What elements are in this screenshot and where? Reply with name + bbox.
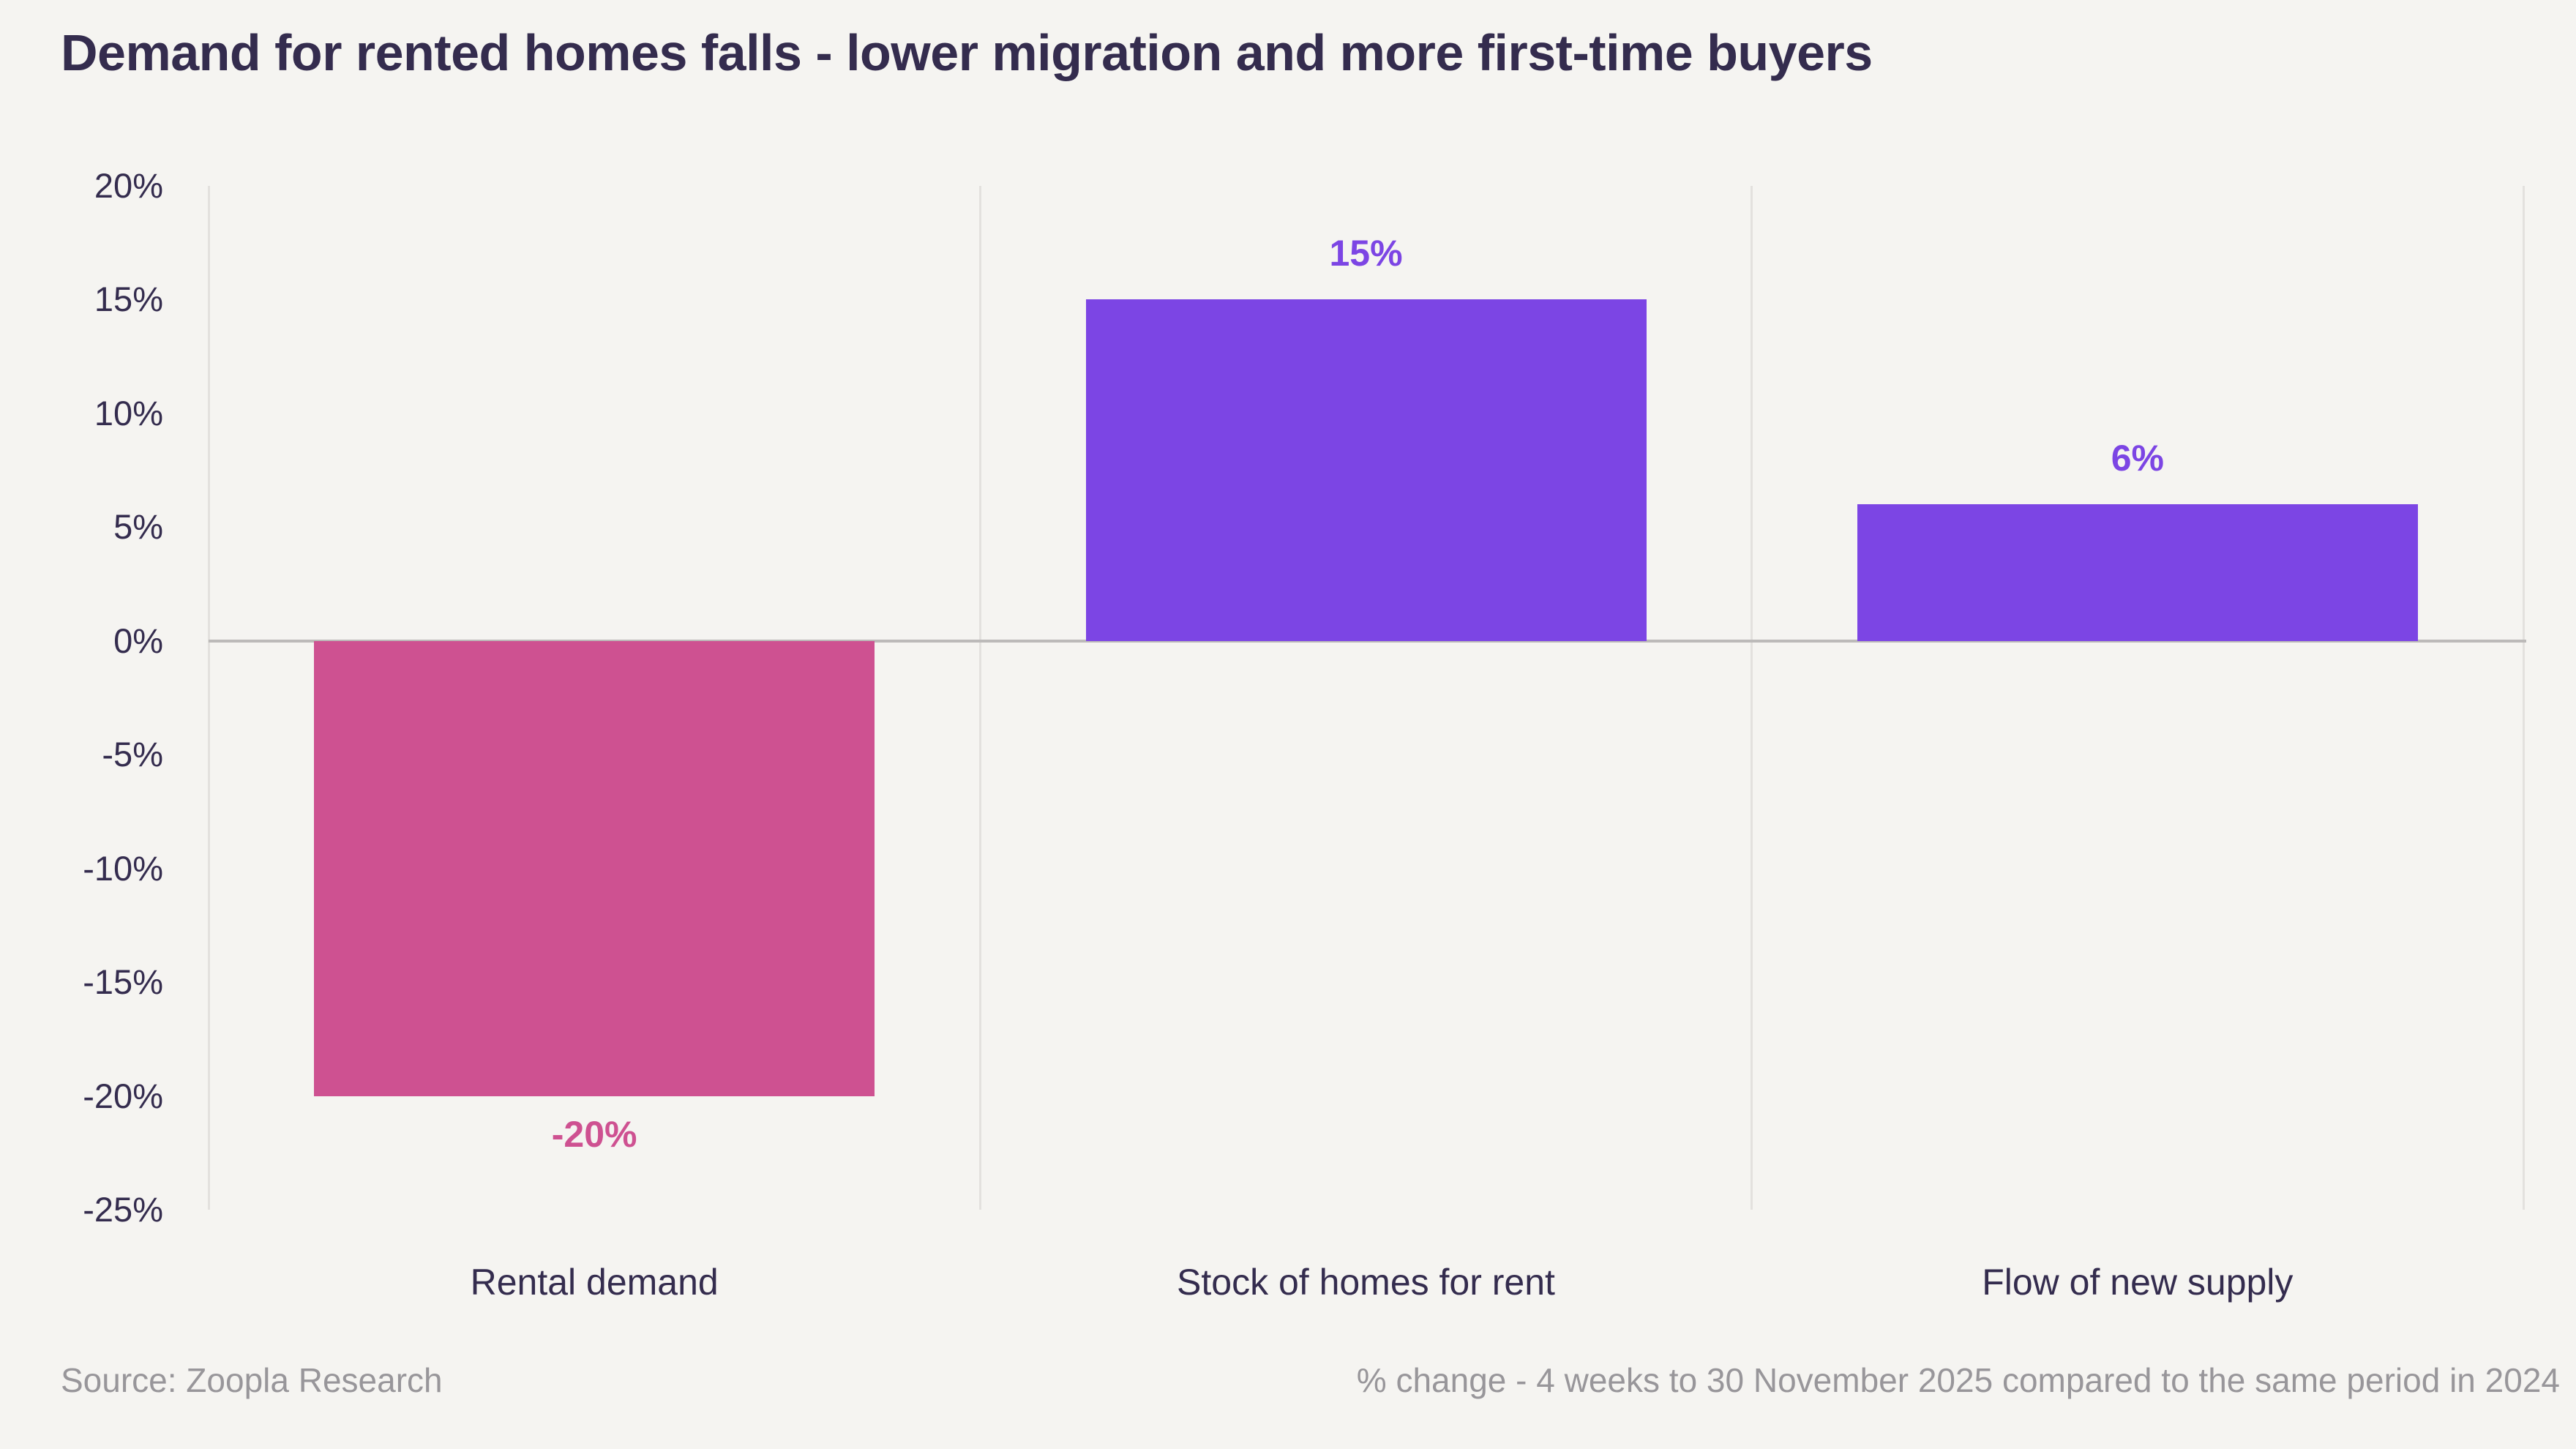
y-tick-label: -20% — [83, 1076, 163, 1115]
period-note: % change - 4 weeks to 30 November 2025 c… — [1356, 1361, 2560, 1399]
category-label-rental-demand: Rental demand — [470, 1262, 719, 1303]
chart-title: Demand for rented homes falls - lower mi… — [61, 24, 1873, 81]
bar-value-label: 15% — [1329, 233, 1403, 274]
y-tick-label: 20% — [94, 166, 163, 205]
y-tick-label: -25% — [83, 1190, 163, 1229]
y-tick-label: -5% — [102, 735, 163, 774]
category-label-stock-of-homes-for-rent: Stock of homes for rent — [1177, 1262, 1555, 1303]
category-label-flow-of-new-supply: Flow of new supply — [1982, 1262, 2294, 1303]
vertical-gridline — [978, 186, 981, 1210]
bar-value-label: 6% — [2111, 438, 2164, 479]
source-note: Source: Zoopla Research — [61, 1361, 443, 1399]
bar-rental-demand — [314, 640, 875, 1096]
y-tick-label: 15% — [94, 280, 163, 319]
bar-stock-of-homes-for-rent — [1085, 299, 1647, 641]
vertical-gridline — [2522, 186, 2525, 1210]
bar-flow-of-new-supply — [1857, 504, 2418, 641]
y-tick-label: -10% — [83, 848, 163, 888]
zero-axis-line — [209, 639, 2526, 643]
y-tick-label: 0% — [113, 621, 163, 660]
vertical-gridline — [207, 186, 210, 1210]
y-tick-label: -15% — [83, 962, 163, 1002]
y-tick-label: 10% — [94, 393, 163, 433]
bar-value-label: -20% — [551, 1113, 637, 1155]
vertical-gridline — [1751, 186, 1753, 1210]
y-tick-label: 5% — [113, 507, 163, 547]
